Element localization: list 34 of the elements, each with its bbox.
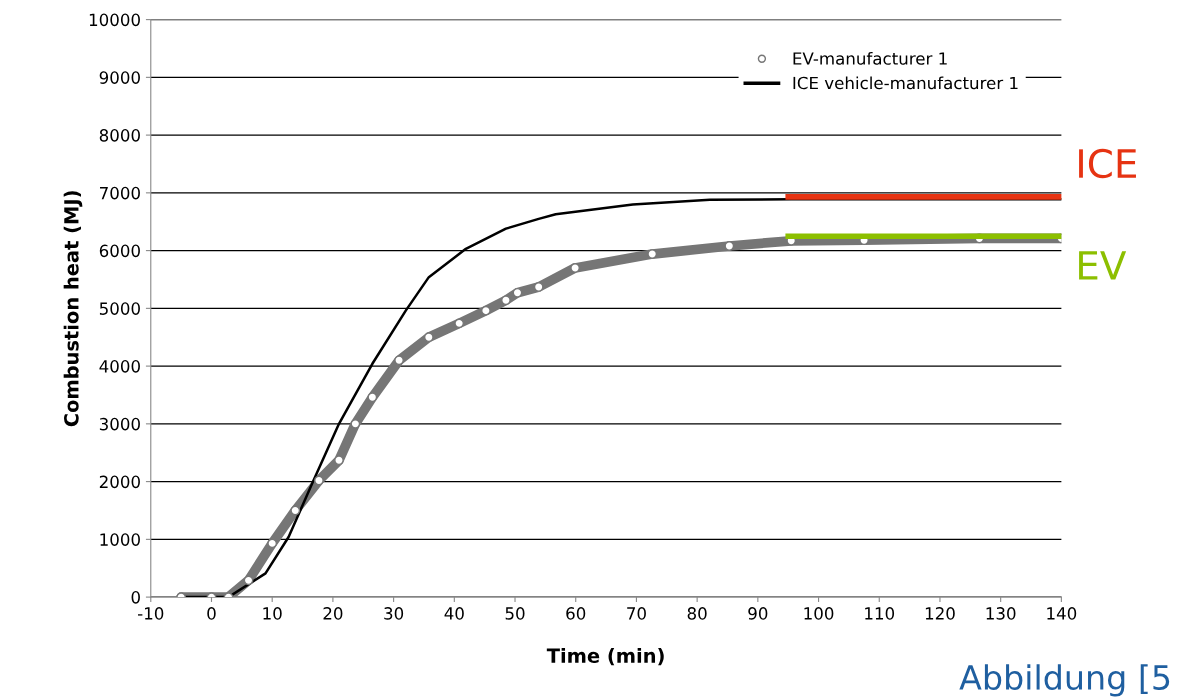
x-tick-label: 110 xyxy=(865,607,895,620)
y-tick-label: 10000 xyxy=(89,13,140,27)
y-tick-label: 8000 xyxy=(99,129,140,142)
x-tick-label: 20 xyxy=(323,607,343,620)
y-tick-label: 0 xyxy=(131,591,140,604)
x-tick-label: 130 xyxy=(986,607,1016,620)
x-tick-label: 10 xyxy=(263,607,282,620)
y-tick-label: 9000 xyxy=(99,71,140,84)
y-tick-label: 6000 xyxy=(99,244,140,258)
x-tick-label: 70 xyxy=(627,607,646,620)
x-tick-label: 40 xyxy=(444,607,464,620)
x-tick-label: 60 xyxy=(566,607,586,620)
y-tick-label: 4000 xyxy=(99,360,140,373)
text: Abbildung [5 xyxy=(959,664,1170,697)
legend-label: ICE vehicle-manufacturer 1 xyxy=(793,76,1018,90)
annotation: ICE xyxy=(1079,148,1136,179)
y-axis-title: Combustion heat (MJ) xyxy=(63,191,83,427)
x-tick-label: 100 xyxy=(804,607,834,620)
annotation: EV xyxy=(1079,251,1127,280)
x-tick-label: 80 xyxy=(687,607,707,620)
x-tick-label: 140 xyxy=(1047,607,1077,620)
x-tick-label: 120 xyxy=(925,607,955,620)
y-tick-label: 1000 xyxy=(100,533,140,546)
y-tick-label: 7000 xyxy=(100,186,140,200)
x-axis-title: Time (min) xyxy=(546,647,664,666)
y-tick-label: 2000 xyxy=(99,475,140,489)
x-tick-label: 30 xyxy=(384,607,404,620)
legend-label: EV-manufacturer 1 xyxy=(793,51,947,65)
x-tick-label: 0 xyxy=(207,607,216,620)
x-tick-label: 50 xyxy=(505,607,525,620)
x-tick-label: -10 xyxy=(137,607,164,620)
y-tick-label: 3000 xyxy=(99,417,140,431)
x-tick-label: 90 xyxy=(748,607,768,620)
y-tick-label: 5000 xyxy=(99,302,140,315)
